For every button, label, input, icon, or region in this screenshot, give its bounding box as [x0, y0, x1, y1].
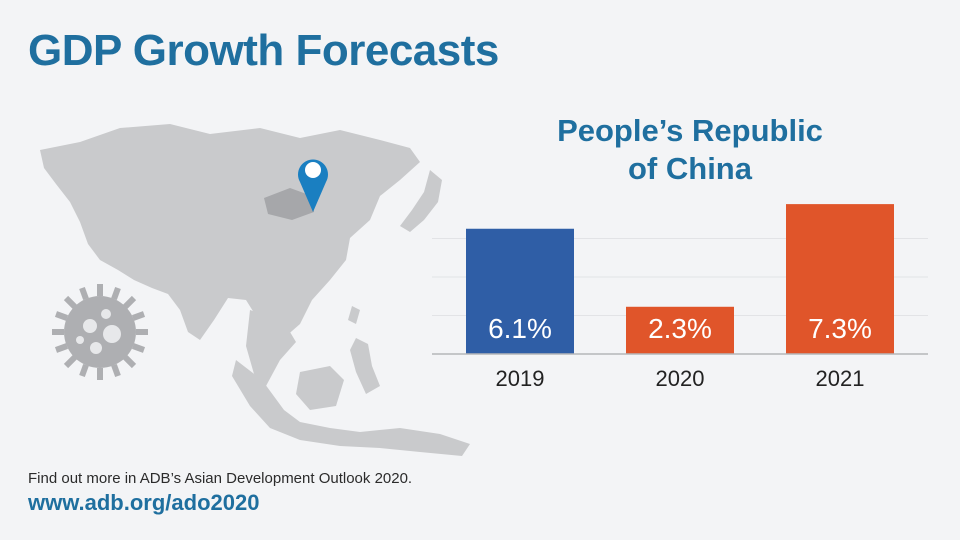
borneo-island — [296, 366, 344, 410]
page-title: GDP Growth Forecasts — [28, 26, 499, 75]
location-pin-icon — [298, 159, 328, 212]
category-label-2021: 2021 — [816, 366, 865, 391]
bar-2021 — [786, 204, 894, 354]
subtitle-line-1: People’s Republic — [557, 113, 823, 148]
bar-2019 — [466, 228, 574, 354]
gdp-bar-chart: 6.1% 2019 2.3% 2020 7.3% 2021 — [432, 204, 928, 391]
value-label-2021: 7.3% — [808, 313, 872, 344]
coronavirus-icon — [52, 284, 148, 380]
philippines-islands — [350, 338, 380, 394]
value-label-2020: 2.3% — [648, 313, 712, 344]
value-label-2019: 6.1% — [488, 313, 552, 344]
chart-subtitle: People’s Republic of China — [530, 112, 850, 188]
footer-link[interactable]: www.adb.org/ado2020 — [28, 490, 260, 515]
subtitle-line-2: of China — [628, 151, 752, 186]
japan-island — [400, 170, 442, 232]
bar-2020 — [626, 306, 734, 354]
footer-text: Find out more in ADB’s Asian Development… — [28, 470, 413, 487]
taiwan-island — [348, 306, 360, 324]
category-label-2020: 2020 — [656, 366, 705, 391]
china-highlight — [264, 188, 314, 220]
indonesia-islands — [232, 360, 470, 456]
category-label-2019: 2019 — [496, 366, 545, 391]
indochina-peninsula — [246, 310, 296, 386]
asia-map — [40, 124, 470, 456]
